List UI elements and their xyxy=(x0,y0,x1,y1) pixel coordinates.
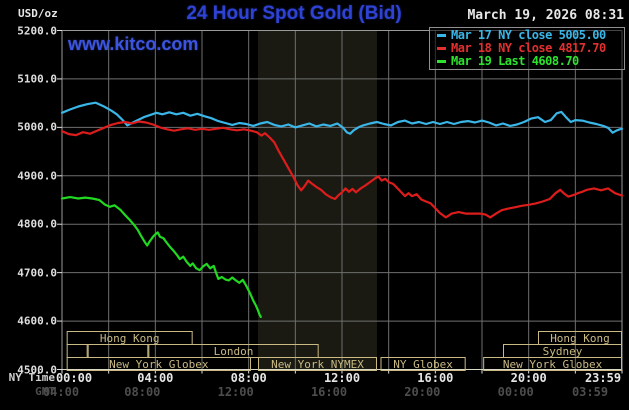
session-label: London xyxy=(214,345,254,358)
legend-marker-mar19-icon xyxy=(437,60,446,63)
y-axis-tick-label: 4700.0 xyxy=(17,266,57,280)
session-box xyxy=(87,344,149,358)
ny-time-axis-label: NY Time xyxy=(8,371,55,384)
gmt-tick-label: 08:00 xyxy=(124,385,161,399)
gmt-tick-label: 12:00 xyxy=(217,385,254,399)
price-line-mar-18 xyxy=(60,120,624,219)
session-label: New York Globex xyxy=(503,358,603,371)
legend-label-mar19: Mar 19 Last 4608.70 xyxy=(451,54,579,68)
chart-title: 24 Hour Spot Gold (Bid) xyxy=(186,3,402,24)
legend-marker-mar18-icon xyxy=(437,47,446,50)
ny-time-tick-label: 04:00 xyxy=(137,371,174,385)
y-axis-tick-label: 5100.0 xyxy=(17,72,57,86)
session-label: NY Globex xyxy=(393,358,453,371)
ny-time-tick-label: 12:00 xyxy=(323,371,361,385)
legend-label-mar17: Mar 17 NY close 5005.00 xyxy=(451,28,606,42)
ny-time-tick-label: 23:59 xyxy=(584,371,622,385)
gmt-tick-label: 16:00 xyxy=(310,385,348,399)
y-axis-tick-label: 4500.0 xyxy=(17,363,57,376)
y-axis-tick-label: 4600.0 xyxy=(17,314,57,328)
gmt-tick-label: 04:00 xyxy=(42,385,80,399)
ny-time-tick-label: 00:00 xyxy=(55,371,93,385)
price-line-mar-17 xyxy=(60,101,624,135)
chart-timestamp: March 19, 2026 08:31 xyxy=(467,8,624,23)
session-label: Hong Kong xyxy=(550,332,610,345)
y-axis-tick-label: 5000.0 xyxy=(17,120,57,134)
session-label: New York NYMEX xyxy=(271,358,364,371)
session-box xyxy=(66,357,251,371)
session-box xyxy=(380,357,466,371)
gmt-tick-label: 20:00 xyxy=(404,385,441,399)
gmt-tick-label: 03:59 xyxy=(571,385,609,399)
legend-item-mar17: Mar 17 NY close 5005.00 xyxy=(430,29,624,42)
legend-item-mar19: Mar 19 Last 4608.70 xyxy=(430,55,624,68)
legend: Mar 17 NY close 5005.00 Mar 18 NY close … xyxy=(429,27,625,70)
nymex-session-band xyxy=(258,30,377,370)
ny-time-tick-label: 16:00 xyxy=(417,371,454,385)
session-box xyxy=(66,344,88,358)
session-label: New York Globex xyxy=(109,358,209,371)
kitco-website-link[interactable]: www.kitco.com xyxy=(68,34,199,54)
ny-time-tick-label: 20:00 xyxy=(510,371,547,385)
y-axis-units-label: USD/oz xyxy=(18,7,58,20)
legend-label-mar18: Mar 18 NY close 4817.70 xyxy=(451,41,606,55)
gmt-axis-label: GMT xyxy=(35,385,55,398)
session-box xyxy=(258,357,377,371)
legend-item-mar18: Mar 18 NY close 4817.70 xyxy=(430,42,624,55)
session-label: Hong Kong xyxy=(100,332,160,345)
session-label: Sydney xyxy=(543,345,583,358)
y-axis-tick-label: 5200.0 xyxy=(17,24,57,37)
gmt-tick-label: 00:00 xyxy=(497,385,534,399)
price-line-mar-19 xyxy=(60,196,262,318)
y-axis-tick-label: 4800.0 xyxy=(17,217,57,231)
y-axis-tick-label: 4900.0 xyxy=(17,169,57,183)
legend-marker-mar17-icon xyxy=(437,34,446,37)
ny-time-tick-label: 08:00 xyxy=(230,371,267,385)
session-box xyxy=(483,357,622,371)
